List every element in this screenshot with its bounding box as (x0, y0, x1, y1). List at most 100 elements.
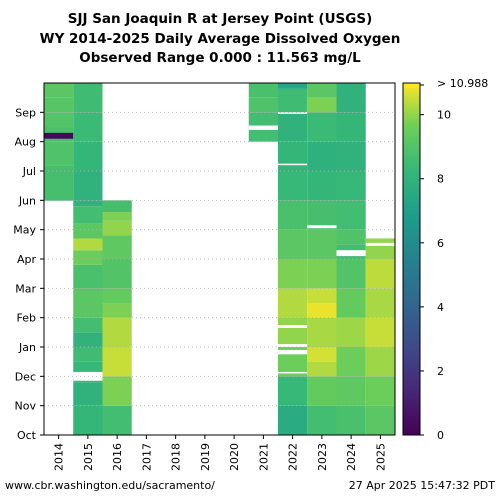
cell-2015 (73, 332, 103, 347)
cell-2015 (73, 405, 103, 435)
colorbar-top-label: > 10.988 (437, 77, 488, 90)
chart-subtitle: WY 2014-2025 Daily Average Dissolved Oxy… (39, 31, 401, 47)
gap-2022 (278, 163, 308, 166)
cell-2023 (307, 288, 337, 303)
cell-2023 (307, 361, 337, 377)
y-tick-label: Nov (15, 400, 37, 413)
cell-2024 (336, 317, 366, 347)
cell-2024 (336, 171, 366, 201)
cell-2015 (73, 112, 103, 142)
colorbar-tick-label: 6 (437, 237, 444, 250)
cell-2021 (248, 83, 278, 98)
colorbar-axis: 0 2 4 6 8 10 (420, 84, 451, 442)
cell-2022 (278, 259, 308, 289)
cell-2025 (365, 405, 395, 435)
cell-2015 (73, 238, 103, 251)
cell-2025 (365, 317, 395, 347)
cell-2024 (336, 347, 366, 377)
cell-2023 (307, 171, 337, 201)
cell-2022 (278, 112, 308, 142)
gap-2021 (248, 125, 278, 130)
y-tick-label: Jun (18, 194, 36, 207)
x-tick-label: 2024 (345, 443, 358, 471)
cell-2014 (44, 97, 74, 113)
x-tick-label: 2018 (170, 443, 183, 471)
column-2023 (307, 83, 337, 435)
x-tick-label: 2022 (287, 443, 300, 471)
x-tick-label: 2014 (53, 443, 66, 471)
gap-2022 (278, 325, 308, 328)
cell-2022 (278, 88, 308, 113)
cell-2022 (278, 405, 308, 435)
cell-2024 (336, 229, 366, 245)
cell-2022 (278, 288, 308, 318)
gap-2022 (278, 344, 308, 347)
y-tick-label: Aug (15, 136, 36, 149)
colorbar-tick-label: 2 (437, 365, 444, 378)
cell-2023 (307, 259, 337, 289)
cell-2023 (307, 317, 337, 347)
y-tick-label: Jan (18, 341, 36, 354)
cell-2015 (73, 264, 103, 289)
cell-2014 (44, 112, 74, 127)
cell-2016 (102, 303, 132, 318)
cell-2014 (44, 200, 74, 201)
cell-2016 (102, 220, 132, 236)
cell-2023 (307, 141, 337, 171)
y-tick-label: Feb (17, 312, 36, 325)
horizontal-gridlines (44, 111, 395, 407)
cell-2022 (278, 171, 308, 201)
cell-2023 (307, 200, 337, 230)
cell-2023 (307, 97, 337, 113)
colorbar-tick-label: 10 (437, 109, 451, 122)
y-axis: Oct Nov Dec Jan Feb Mar Apr May Jun Jul Aug Sep (13, 106, 44, 442)
colorbar-tick-label: 0 (437, 429, 444, 442)
cell-2023 (307, 405, 337, 435)
cell-2015 (73, 317, 103, 333)
column-2015 (73, 83, 103, 435)
x-tick-label: 2023 (316, 443, 329, 471)
y-tick-label: May (13, 224, 36, 237)
y-tick-label: Oct (17, 429, 37, 442)
cell-2014 (44, 165, 74, 201)
colorbar-top-cap (403, 83, 420, 88)
chart-range-label: Observed Range 0.000 : 11.563 mg/L (79, 50, 361, 66)
cell-2015 (73, 200, 103, 207)
x-tick-label: 2017 (140, 443, 153, 471)
cell-2025 (365, 238, 395, 259)
cell-2021 (248, 97, 278, 113)
cell-2016 (102, 288, 132, 303)
cell-2024 (336, 376, 366, 406)
cell-2022 (278, 229, 308, 259)
y-tick-label: Apr (17, 253, 37, 266)
gap-2022 (278, 349, 308, 355)
cell-2022 (278, 200, 308, 230)
cell-2022 (278, 376, 308, 406)
footer-timestamp: 27 Apr 2025 15:47:32 PDT (348, 479, 495, 492)
cell-2015 (73, 250, 103, 265)
gap-2024 (336, 250, 366, 257)
cell-2016 (102, 235, 132, 259)
cell-2015 (73, 288, 103, 318)
cell-2022 (278, 317, 308, 347)
cell-2016 (102, 200, 132, 213)
y-tick-label: Jul (22, 165, 36, 178)
x-tick-label: 2021 (257, 443, 270, 471)
colorbar (403, 83, 420, 435)
cell-2025 (365, 376, 395, 406)
column-2021 (248, 83, 278, 142)
gap-2015 (73, 371, 103, 381)
event-2014 (44, 132, 74, 139)
cell-2024 (336, 141, 366, 171)
cell-2025 (365, 259, 395, 289)
y-tick-label: Mar (15, 282, 36, 295)
cell-2023 (307, 112, 337, 142)
column-2025 (365, 238, 395, 435)
cell-2015 (73, 141, 103, 171)
cell-2023 (307, 303, 337, 318)
x-tick-label: 2020 (228, 443, 241, 471)
colorbar-tick-label: 8 (437, 173, 444, 186)
cell-2022 (278, 83, 308, 89)
y-tick-label: Dec (15, 370, 36, 383)
